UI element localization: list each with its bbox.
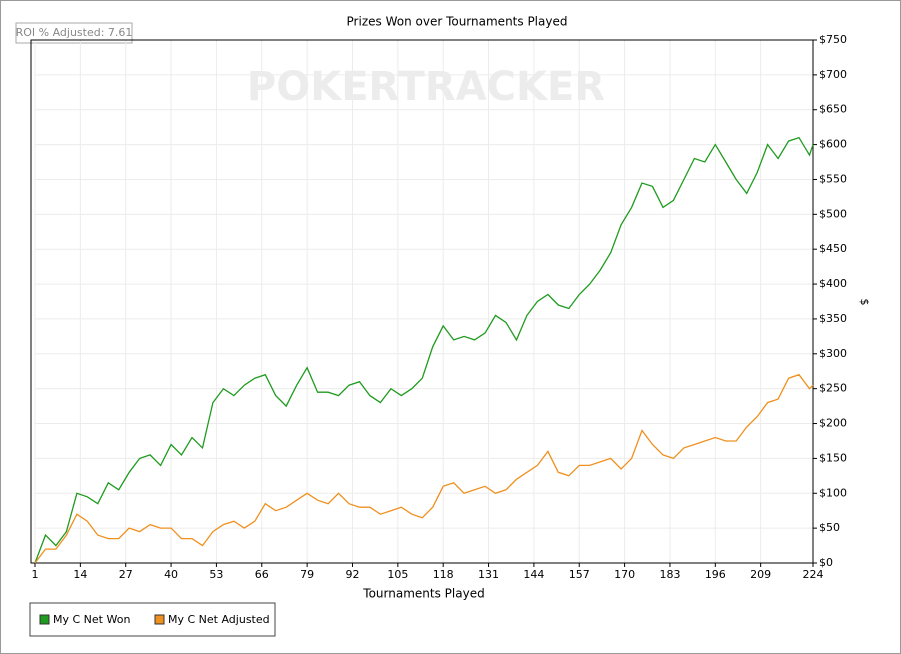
- x-tick-label: 209: [750, 568, 771, 581]
- watermark: POKERTRACKER: [247, 64, 605, 110]
- y-tick-label: $500: [819, 207, 847, 220]
- x-tick-label: 183: [659, 568, 680, 581]
- x-tick-label: 224: [803, 568, 824, 581]
- series-line: [34, 373, 814, 564]
- series-line: [34, 136, 814, 564]
- x-tick-label: 40: [164, 568, 178, 581]
- y-tick-label: $300: [819, 347, 847, 360]
- x-tick-label: 1: [32, 568, 39, 581]
- legend-label: My C Net Won: [53, 613, 130, 626]
- y-tick-label: $700: [819, 68, 847, 81]
- y-tick-label: $400: [819, 277, 847, 290]
- plot-border: [30, 39, 814, 564]
- y-tick-label: $600: [819, 138, 847, 151]
- x-tick-label: 66: [255, 568, 269, 581]
- y-tick-label: $550: [819, 172, 847, 185]
- y-tick-label: $100: [819, 486, 847, 499]
- x-tick-label: 105: [387, 568, 408, 581]
- x-tick-label: 14: [73, 568, 87, 581]
- y-axis-label: $: [858, 299, 871, 306]
- x-tick-label: 157: [569, 568, 590, 581]
- x-axis-label: Tournaments Played: [362, 587, 484, 601]
- y-tick-label: $0: [819, 556, 833, 569]
- x-tick-label: 118: [433, 568, 454, 581]
- legend-label: My C Net Adjusted: [168, 613, 270, 626]
- legend-swatch: [154, 614, 165, 625]
- x-tick-label: 27: [119, 568, 133, 581]
- x-tick-label: 131: [478, 568, 499, 581]
- y-tick-label: $650: [819, 103, 847, 116]
- y-tick-label: $200: [819, 417, 847, 430]
- x-tick-label: 53: [209, 568, 223, 581]
- y-tick-label: $50: [819, 521, 840, 534]
- x-tick-label: 196: [705, 568, 726, 581]
- x-tick-label: 92: [345, 568, 359, 581]
- y-tick-label: $450: [819, 242, 847, 255]
- legend: [29, 602, 276, 637]
- annotation-box: [15, 22, 133, 44]
- y-tick-label: $250: [819, 382, 847, 395]
- y-tick-label: $150: [819, 451, 847, 464]
- y-tick-label: $750: [819, 33, 847, 46]
- annotation: ROI % Adjusted: 7.61: [16, 26, 133, 39]
- x-tick-label: 170: [614, 568, 635, 581]
- chart-title: Prizes Won over Tournaments Played: [347, 15, 568, 29]
- y-tick-label: $350: [819, 312, 847, 325]
- legend-swatch: [39, 614, 50, 625]
- x-tick-label: 144: [523, 568, 544, 581]
- x-tick-label: 79: [300, 568, 314, 581]
